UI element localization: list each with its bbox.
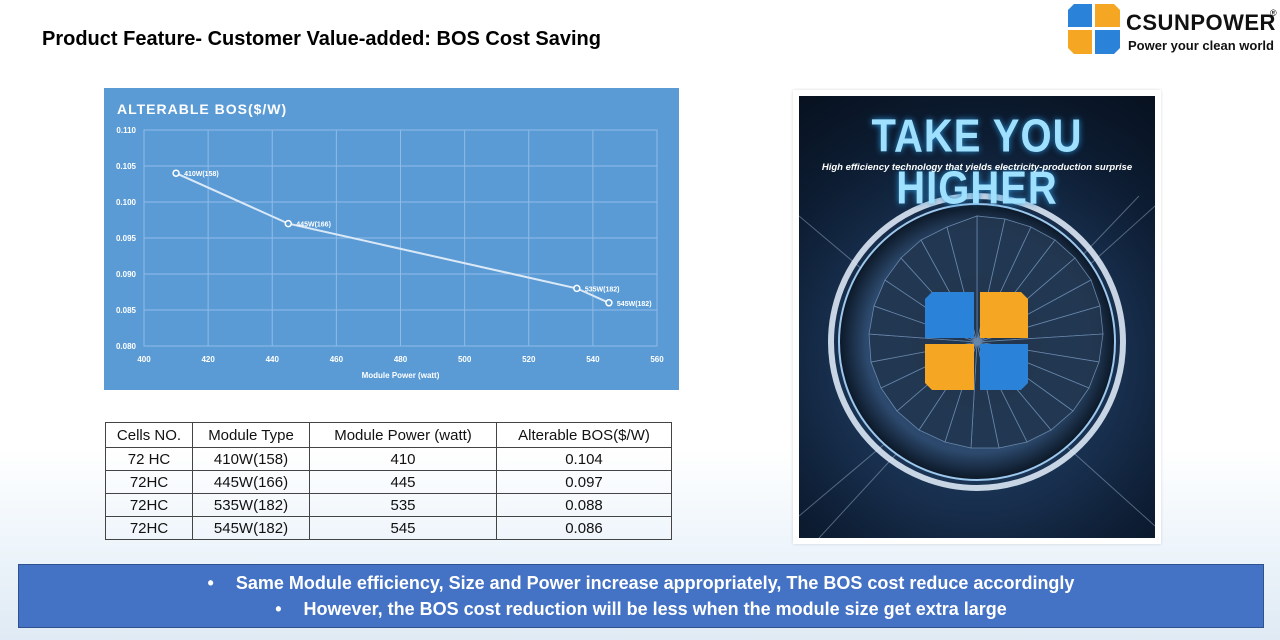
bos-table: Cells NO. Module Type Module Power (watt…: [105, 422, 672, 540]
data-label: 535W(182): [585, 286, 620, 293]
table-cell: 0.086: [496, 516, 672, 540]
logo-name: CSUNPOWER: [1126, 10, 1276, 35]
poster-subtitle: High efficiency technology that yields e…: [821, 162, 1133, 173]
bos-chart: 0.080 0.085 0.090 0.095 0.100 0.105 0.110 400 42…: [104, 88, 679, 390]
y-tick-label: 0.085: [116, 306, 137, 315]
table-cell: 410: [309, 447, 497, 471]
table-cell: 72HC: [105, 493, 193, 517]
banner-line: • Same Module efficiency, Size and Power …: [19, 573, 1263, 594]
x-axis-label: Module Power (watt): [362, 371, 440, 380]
table-row: 72HC 535W(182) 535 0.088: [105, 493, 672, 517]
x-tick-label: 420: [201, 355, 215, 364]
x-tick-label: 460: [330, 355, 344, 364]
data-point: [284, 219, 293, 228]
table-header: Module Power (watt): [309, 422, 497, 448]
y-tick-label: 0.110: [116, 126, 136, 135]
banner-line: • However, the BOS cost reduction will be…: [19, 599, 1263, 620]
table-cell: 535W(182): [192, 493, 310, 517]
product-poster: TAKE YOU HIGHER High efficiency technolo…: [793, 90, 1161, 544]
x-tick-label: 480: [394, 355, 408, 364]
bullet-icon: •: [275, 599, 282, 619]
data-point: [172, 169, 180, 177]
x-tick-label: 560: [650, 355, 664, 364]
poster-logo-icon: [925, 292, 1028, 390]
chart-title: ALTERABLE BOS($/W): [117, 101, 287, 117]
x-tick-label: 520: [522, 355, 536, 364]
table-cell: 535: [309, 493, 497, 517]
table-cell: 445W(166): [192, 470, 310, 494]
logo-tagline: Power your clean world: [1128, 38, 1274, 53]
x-tick-label: 500: [458, 355, 472, 364]
y-tick-label: 0.095: [116, 234, 137, 243]
x-tick-label: 440: [266, 355, 280, 364]
chart-svg: 0.080 0.085 0.090 0.095 0.100 0.105 0.110 400 42…: [116, 101, 664, 380]
banner-text: Same Module efficiency, Size and Power i…: [235, 573, 1075, 593]
x-tick-label: 540: [586, 355, 600, 364]
table-cell: 72 HC: [105, 447, 193, 471]
table-cell: 445: [309, 470, 497, 494]
series-line: [175, 172, 610, 304]
table-cell: 0.104: [496, 447, 672, 471]
table-cell: 0.088: [496, 493, 672, 517]
y-tick-label: 0.100: [116, 198, 137, 207]
poster-artwork: [799, 193, 1155, 538]
data-point: [605, 299, 613, 307]
registered-mark: ®: [1270, 8, 1277, 18]
page-title: Product Feature- Customer Value-added: B…: [42, 28, 601, 50]
data-label: 410W(158): [184, 171, 219, 178]
table-cell: 545W(182): [192, 516, 310, 540]
data-label: 445W(166): [296, 222, 331, 229]
table-cell: 410W(158): [192, 447, 310, 471]
y-tick-label: 0.080: [116, 342, 137, 351]
table-header: Cells NO.: [105, 422, 193, 448]
table-header: Module Type: [192, 422, 310, 448]
table-row: 72HC 445W(166) 445 0.097: [105, 470, 672, 494]
bullet-icon: •: [207, 573, 214, 593]
summary-banner: • Same Module efficiency, Size and Power …: [18, 564, 1264, 628]
table-header-row: Cells NO. Module Type Module Power (watt…: [105, 422, 672, 448]
table-cell: 72HC: [105, 516, 193, 540]
data-label: 545W(182): [617, 301, 652, 308]
table-cell: 72HC: [105, 470, 193, 494]
table-row: 72 HC 410W(158) 410 0.104: [105, 447, 672, 471]
table-header: Alterable BOS($/W): [496, 422, 672, 448]
x-tick-label: 400: [137, 355, 151, 364]
y-tick-label: 0.105: [116, 162, 137, 171]
y-tick-label: 0.090: [116, 270, 137, 279]
poster-title: TAKE YOU HIGHER: [871, 111, 1083, 214]
table-cell: 545: [309, 516, 497, 540]
banner-text: However, the BOS cost reduction will be …: [303, 599, 1007, 619]
table-cell: 0.097: [496, 470, 672, 494]
data-point: [573, 284, 581, 293]
brand-logo: CSUNPOWER ® Power your clean world: [1068, 4, 1278, 58]
poster-image: TAKE YOU HIGHER High efficiency technolo…: [799, 96, 1155, 538]
table-row: 72HC 545W(182) 545 0.086: [105, 516, 672, 540]
logo-mark-icon: [1068, 4, 1120, 54]
